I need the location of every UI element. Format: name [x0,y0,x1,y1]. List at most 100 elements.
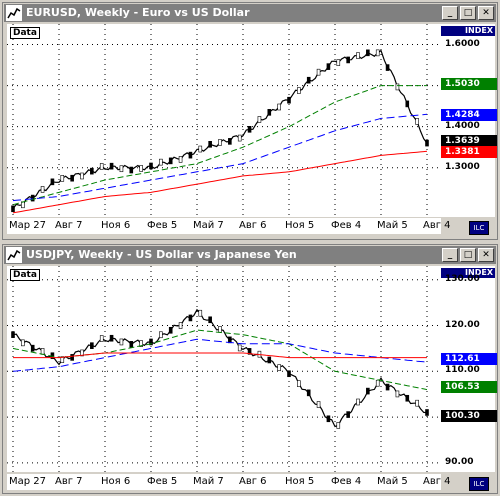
candle-body [385,383,390,391]
candle-body [139,340,143,347]
close-button[interactable]: ✕ [478,248,494,262]
x-tick-label: Фев 4 [331,220,362,231]
moving-average-line [12,150,428,214]
eurusd-price-axis[interactable]: INDEX 1.60001.50001.40001.30001.50301.42… [441,24,497,217]
candle-body [247,348,252,355]
candle-body [139,165,143,172]
candle-body [346,411,350,418]
eurusd-plot-area[interactable]: Data [7,24,441,217]
candle-body [405,394,410,402]
x-tick-label: Мар 27 [9,476,47,487]
x-tick-label: Фев 5 [147,220,178,231]
y-tick-label: 130.00 [445,273,480,284]
chart-icon [6,247,22,263]
candle-body [425,139,429,147]
usdjpy-plot-area[interactable]: Data [7,266,441,472]
y-tick-label: 1.4000 [445,120,480,131]
x-tick-label: Ноя 6 [101,220,131,231]
chart-icon [6,5,22,21]
candle-body [237,344,242,352]
candle-body [385,64,390,71]
candle-body [198,145,203,153]
x-tick-label: Ноя 5 [285,476,315,487]
candle-body [80,349,84,357]
candle-body [30,194,35,202]
candle-body [297,87,301,94]
candle-body [60,356,65,363]
candle-body [99,163,104,170]
y-tick-label: 120.00 [445,319,480,330]
moving-average-line [12,85,427,206]
moving-average-line [12,338,428,372]
candle-body [159,158,163,166]
close-button[interactable]: ✕ [478,6,494,20]
price-tag: 100.30 [441,409,497,422]
usdjpy-price-axis[interactable]: INDEX 130.00120.00110.00100.0090.00112.6… [441,266,497,472]
candle-body [316,401,321,408]
price-tag: 1.5030 [441,78,497,91]
candle-body [168,157,173,165]
candle-body [11,331,15,338]
maximize-button[interactable]: □ [460,248,476,262]
candle-body [316,68,321,76]
price-tag: 1.4284 [441,108,497,121]
chart-settings-icon[interactable]: ILC [469,477,489,491]
y-tick-label: 90.00 [445,456,474,467]
eurusd-time-axis: Мар 27 Авг 7 Ноя 6 Фев 5 Май 7 Авг 6 Ноя 5 Фев … [7,218,451,234]
candle-body [178,322,183,329]
candle-body [119,165,124,173]
eurusd-titlebar[interactable]: EURUSD, Weekly - Euro vs US Dollar _ □ ✕ [4,4,496,22]
candle-body [287,370,291,378]
candle-body [159,331,163,339]
candle-body [425,409,429,416]
x-tick-label: Май 5 [377,220,408,231]
candle-body [109,334,114,342]
candle-body [375,379,380,387]
x-tick-label: Авг 4 [423,220,451,231]
candle-body [336,59,341,66]
usdjpy-chart-window[interactable]: USDJPY, Weekly - US Dollar vs Japanese Y… [2,244,498,494]
chart-settings-icon[interactable]: ILC [469,221,489,235]
candle-body [50,178,55,186]
data-label: Data [10,27,40,39]
candle-body [70,354,74,361]
price-tag: 106.53 [441,381,497,394]
window-title: EURUSD, Weekly - Euro vs US Dollar [26,6,250,19]
moving-average-line [12,329,428,391]
candle-body [267,109,272,116]
moving-average-line [12,113,428,202]
candle-body [247,126,252,133]
candle-body [395,83,400,91]
candle-body [326,63,331,70]
y-tick-label: 110.00 [445,365,480,376]
data-label: Data [10,269,40,281]
x-tick-label: Авг 6 [239,220,267,231]
candle-body [415,399,419,407]
candle-body [237,134,242,142]
minimize-button[interactable]: _ [442,248,458,262]
maximize-button[interactable]: □ [460,6,476,20]
candle-body [129,341,134,348]
candle-body [208,141,212,148]
candle-body [188,151,193,159]
candle-body [375,49,380,57]
candle-body [395,390,400,398]
candle-body [178,156,183,163]
candle-body [60,175,65,182]
candle-body [356,52,360,59]
usdjpy-titlebar[interactable]: USDJPY, Weekly - US Dollar vs Japanese Y… [4,246,496,264]
x-tick-label: Авг 7 [55,476,83,487]
candle-body [40,348,45,355]
candle-body [119,338,124,346]
candle-body [168,326,173,334]
candle-body [415,118,419,125]
candle-body [306,76,311,84]
candle-body [218,326,222,333]
eurusd-chart-window[interactable]: EURUSD, Weekly - Euro vs US Dollar _ □ ✕ D… [2,2,498,240]
price-tag: 112.61 [441,353,497,366]
price-tag: 1.3639 [441,135,497,148]
candle-body [277,364,281,371]
candle-body [228,138,232,145]
minimize-button[interactable]: _ [442,6,458,20]
candle-body [366,387,370,395]
